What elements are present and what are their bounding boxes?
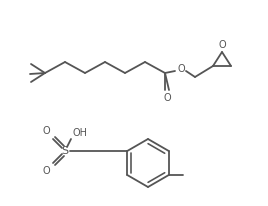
Text: O: O: [42, 126, 50, 136]
Text: O: O: [163, 93, 171, 103]
Text: O: O: [177, 64, 185, 74]
Text: S: S: [61, 146, 69, 156]
Text: O: O: [42, 166, 50, 176]
Text: OH: OH: [73, 128, 87, 138]
Text: O: O: [218, 40, 226, 50]
